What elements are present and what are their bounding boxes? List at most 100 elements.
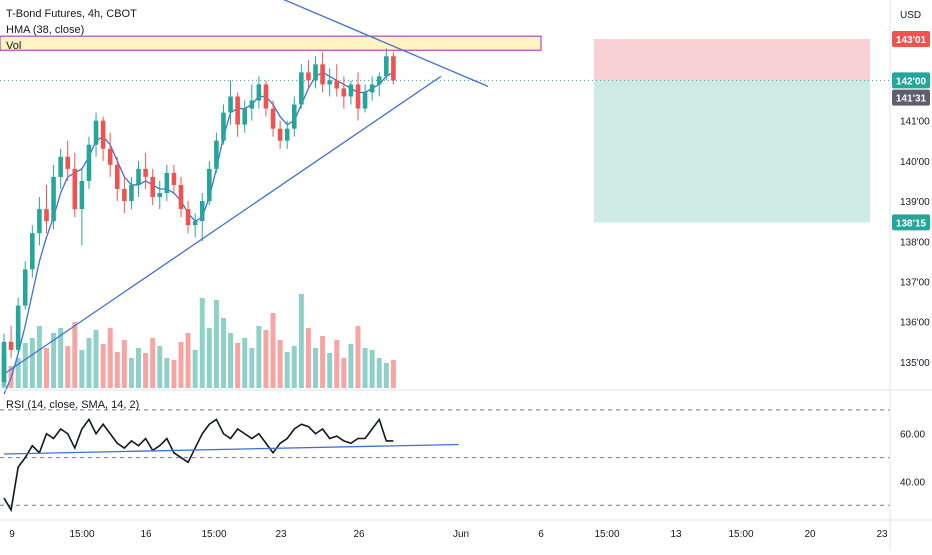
candle-body — [348, 84, 354, 97]
candle-body — [369, 84, 375, 93]
candle-body — [199, 201, 205, 222]
price-tick-label: 135'00 — [900, 358, 930, 369]
time-tick-label: 26 — [353, 529, 365, 540]
volume-bar — [313, 348, 319, 388]
hma-line — [3, 71, 394, 395]
candle-body — [114, 164, 120, 189]
candle-body — [256, 84, 262, 101]
candle-body — [37, 209, 42, 234]
time-tick-label: 13 — [670, 529, 682, 540]
volume-bar — [29, 338, 35, 388]
candle-body — [242, 108, 248, 125]
volume-bar — [150, 338, 156, 388]
candle-body — [192, 221, 198, 226]
time-tick-label: 23 — [275, 529, 287, 540]
price-tick-label: 141'00 — [900, 117, 930, 128]
candle-body — [44, 209, 49, 222]
price-label-badge — [892, 30, 930, 47]
candle-body — [51, 176, 56, 222]
volume-legend[interactable]: Vol — [6, 40, 22, 52]
candle-body — [391, 56, 396, 81]
candle-body — [100, 120, 106, 149]
candle-body — [136, 168, 141, 185]
price-label-text: 138'15 — [896, 218, 927, 229]
candle-body — [228, 96, 233, 113]
stop-loss-zone[interactable] — [594, 38, 870, 81]
volume-bar — [242, 338, 248, 388]
volume-bar — [249, 348, 255, 388]
volume-bar — [256, 326, 262, 388]
candle-body — [207, 168, 212, 202]
candle-body — [376, 76, 382, 85]
candles-layer — [1, 48, 396, 387]
hma-legend[interactable]: HMA (38, close) — [6, 24, 85, 36]
volume-bar — [157, 346, 163, 388]
time-tick-label: 23 — [876, 529, 888, 540]
volume-bar — [320, 336, 326, 388]
volume-bar — [383, 363, 389, 388]
candle-body — [129, 184, 134, 202]
candle-body — [291, 104, 297, 129]
candle-body — [107, 148, 113, 165]
volume-bar — [206, 328, 212, 388]
time-tick-label: 9 — [9, 529, 15, 540]
candle-body — [334, 80, 340, 89]
price-tick-label: 138'00 — [900, 237, 930, 248]
candle-body — [72, 168, 78, 210]
candle-body — [86, 144, 92, 181]
symbol-title[interactable]: T-Bond Futures, 4h, CBOT — [6, 8, 137, 20]
volume-bar — [100, 344, 106, 388]
candle-body — [8, 341, 14, 350]
volume-bar — [86, 338, 92, 388]
volume-bar — [43, 348, 49, 388]
volume-bar — [199, 298, 205, 388]
candle-body — [299, 72, 304, 105]
price-label-badge — [892, 89, 930, 106]
price-tick-label: 137'00 — [900, 277, 930, 288]
take-profit-zone[interactable] — [594, 80, 870, 223]
volume-bar — [178, 342, 184, 388]
candle-body — [185, 209, 191, 226]
volume-bar — [369, 350, 375, 388]
candle-body — [93, 120, 99, 145]
price-label-badge — [892, 214, 930, 231]
candle-body — [355, 84, 361, 109]
rsi-trendline[interactable] — [3, 443, 459, 455]
time-tick-label: 20 — [804, 529, 816, 540]
price-tick-label: 139'00 — [900, 197, 930, 208]
rsi-tick-label: 40.00 — [900, 477, 925, 488]
time-tick-label: 15:00 — [69, 529, 94, 540]
volume-bar — [171, 360, 177, 388]
candle-body — [320, 64, 325, 85]
volume-bar — [348, 344, 354, 388]
volume-bar — [164, 358, 170, 388]
candle-body — [65, 156, 71, 169]
candle-body — [384, 56, 389, 77]
rsi-line — [3, 417, 394, 513]
candle-body — [362, 92, 368, 109]
time-tick-label: 6 — [538, 529, 544, 540]
volume-bar — [114, 352, 120, 388]
volume-bar — [107, 328, 113, 388]
time-tick-label: 16 — [140, 529, 152, 540]
rsi-legend[interactable]: RSI (14, close, SMA, 14, 2) — [6, 399, 140, 411]
resistance-zone[interactable] — [0, 35, 542, 51]
volume-bar — [51, 333, 57, 388]
ascending-trendline[interactable] — [3, 75, 442, 375]
candle-body — [313, 64, 318, 81]
time-tick-label: 15:00 — [728, 529, 753, 540]
volume-bar — [291, 346, 297, 388]
candle-body — [58, 156, 63, 177]
volume-bar — [270, 313, 276, 388]
candle-body — [178, 184, 184, 210]
candle-body — [79, 180, 85, 210]
volume-bar — [334, 340, 340, 388]
candle-body — [327, 80, 332, 85]
volume-layer — [1, 294, 396, 388]
descending-trendline[interactable] — [124, 0, 489, 87]
candle-body — [235, 96, 240, 125]
volume-bar — [192, 350, 198, 388]
volume-bar — [213, 300, 219, 388]
